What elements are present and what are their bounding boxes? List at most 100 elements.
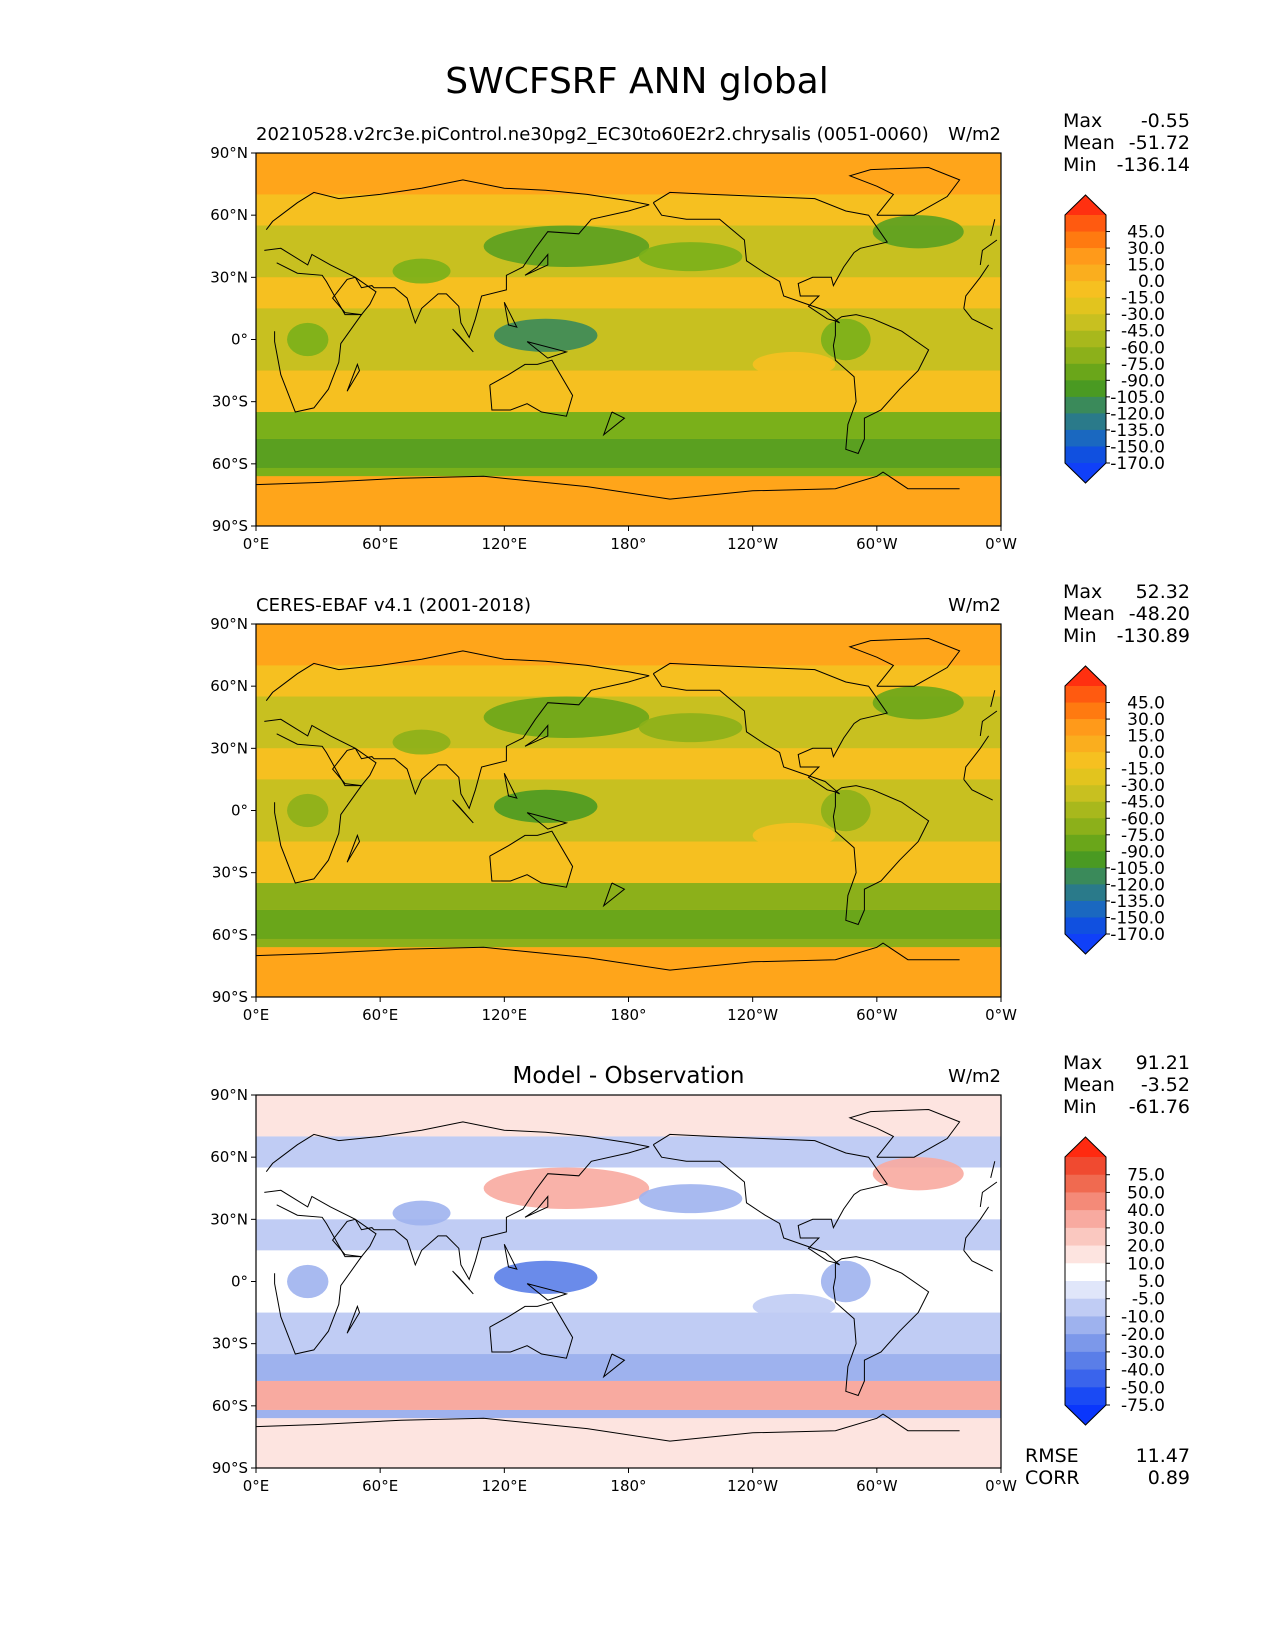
field-band — [256, 909, 1001, 939]
coastline — [489, 359, 574, 417]
field-band — [256, 1409, 1001, 1419]
field-feature — [872, 1157, 964, 1191]
colorbar-tick-label: 50.0 — [1127, 1183, 1165, 1203]
panel-units: W/m2 — [948, 1066, 1001, 1087]
colorbar-bin — [1065, 330, 1106, 348]
coastline — [848, 637, 961, 687]
colorbar-tick-label: -5.0 — [1132, 1290, 1165, 1310]
y-tick-label: 90°N — [210, 615, 248, 633]
field-band — [256, 1095, 1001, 1137]
field-feature — [392, 729, 451, 755]
coastline — [652, 191, 889, 324]
colorbar-tick-label: 5.0 — [1138, 1272, 1165, 1292]
coastline — [256, 471, 960, 500]
extra-stat-value: 0.89 — [1148, 1467, 1190, 1489]
field-band — [256, 1136, 1001, 1168]
colorbar-bin — [1065, 1245, 1106, 1264]
coastline — [524, 1195, 549, 1218]
stat-label: Min — [1063, 154, 1097, 176]
stat-label: Mean — [1063, 1074, 1115, 1096]
colorbar-tick-label: -30.0 — [1121, 776, 1165, 796]
field-feature — [820, 1260, 871, 1303]
colorbar-bin — [1065, 396, 1106, 414]
colorbar-tick-label: 40.0 — [1127, 1201, 1165, 1221]
field-band — [256, 748, 1001, 780]
x-tick-label: 120°E — [482, 535, 528, 553]
coastline — [489, 1301, 574, 1359]
field-feature — [392, 1200, 451, 1226]
field-band — [256, 370, 1001, 413]
stat-value: -0.55 — [1141, 110, 1190, 132]
field-feature — [493, 318, 598, 352]
field-feature — [287, 793, 329, 828]
x-tick-label: 60°E — [362, 1006, 398, 1024]
field-band — [256, 938, 1001, 948]
coastline — [346, 362, 361, 392]
colorbar-tick-label: -75.0 — [1121, 1396, 1165, 1416]
field-band — [256, 308, 1001, 371]
stat-value: -61.76 — [1129, 1096, 1190, 1118]
stat-value: -51.72 — [1129, 132, 1190, 154]
colorbar-bin — [1065, 281, 1106, 299]
y-tick-label: 0° — [231, 1273, 248, 1291]
colorbar-tick-label: -60.0 — [1121, 809, 1165, 829]
field-band — [256, 1250, 1001, 1313]
field-feature — [820, 318, 871, 361]
x-tick-label: 60°W — [856, 1006, 898, 1024]
coastline — [274, 1204, 993, 1355]
colorbar-bin — [1065, 1157, 1106, 1176]
colorbar-bin — [1065, 1263, 1106, 1282]
stat-value: 91.21 — [1136, 1052, 1190, 1074]
coastline — [990, 219, 996, 237]
colorbar-tick-label: -150.0 — [1110, 908, 1165, 928]
colorbar-tick-label: -30.0 — [1121, 305, 1165, 325]
panel-title-center: Model - Observation — [512, 1063, 744, 1089]
colorbar-tick-label: 30.0 — [1127, 1219, 1165, 1239]
field-band — [256, 277, 1001, 309]
colorbar-tick-label: 45.0 — [1127, 223, 1165, 243]
colorbar-bin — [1065, 1192, 1106, 1211]
y-tick-label: 30°S — [212, 1335, 248, 1353]
stat-label: Min — [1063, 625, 1097, 647]
y-tick-label: 60°N — [210, 677, 248, 695]
x-tick-label: 60°E — [362, 535, 398, 553]
field-feature — [820, 789, 871, 832]
field-feature — [872, 215, 964, 249]
colorbar-bin — [1065, 801, 1106, 819]
panel-title-left: 20210528.v2rc3e.piControl.ne30pg2_EC30to… — [256, 124, 929, 145]
coastline — [832, 785, 930, 926]
colorbar-tick-label: -135.0 — [1110, 421, 1165, 441]
coastline — [256, 1413, 960, 1442]
colorbar-max-arrow — [1065, 195, 1106, 215]
stat-label: Max — [1063, 110, 1102, 132]
colorbar-bin — [1065, 1369, 1106, 1388]
colorbar-bin — [1065, 215, 1106, 233]
colorbar-bin — [1065, 851, 1106, 869]
x-tick-label: 120°E — [482, 1477, 528, 1495]
map-field — [256, 1095, 1001, 1468]
coastline — [264, 650, 998, 810]
coastline — [264, 1121, 998, 1281]
field-band — [256, 1219, 1001, 1251]
colorbar-bin — [1065, 1387, 1106, 1406]
colorbar-max-arrow — [1065, 1137, 1106, 1157]
stat-value: -130.89 — [1117, 625, 1190, 647]
coastline — [652, 1133, 889, 1266]
colorbar-bin — [1065, 917, 1106, 935]
field-band — [256, 883, 1001, 910]
panel-units: W/m2 — [948, 595, 1001, 616]
colorbar-tick-label: -120.0 — [1110, 875, 1165, 895]
coastline — [526, 812, 569, 830]
colorbar: 45.030.015.00.0-15.0-30.0-45.0-60.0-75.0… — [1064, 665, 1165, 955]
colorbar-tick-label: -30.0 — [1121, 1343, 1165, 1363]
coastline — [256, 942, 960, 971]
panel-test: 0°E 60°E 120°E 180° 120°W 60°W 0°W 90°N 60°N 30°N… — [210, 110, 1190, 553]
stat-label: Min — [1063, 1096, 1097, 1118]
colorbar-bin — [1065, 884, 1106, 902]
stat-label: Mean — [1063, 132, 1115, 154]
colorbar-bin — [1065, 768, 1106, 786]
coastline — [524, 253, 549, 276]
colorbar-bin — [1065, 347, 1106, 365]
coastline — [452, 328, 474, 353]
field-feature — [872, 686, 964, 720]
